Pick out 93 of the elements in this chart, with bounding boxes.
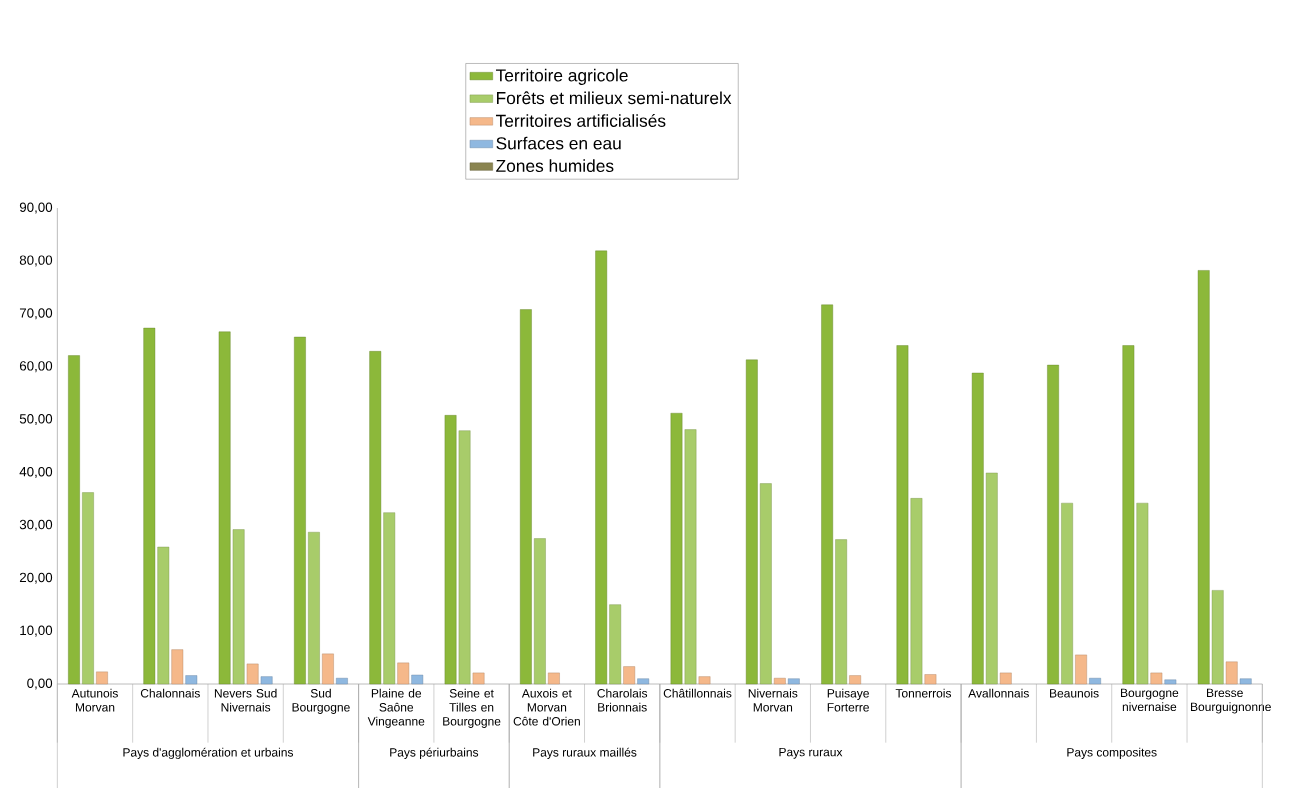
legend-label: Forêts et milieux semi-naturelx [497,91,732,105]
legend-label: Zones humides [496,159,614,173]
x-tick-label: Avallonnais [968,688,1029,698]
y-tick-label: 40,00 [19,466,53,478]
x-tick-label: Tonnerrois [895,688,952,698]
bar [595,250,608,685]
bar [143,327,156,685]
bar [369,351,382,685]
y-tick-label: 10,00 [20,625,53,637]
text: Pays ruraux maillés [533,747,637,759]
bar [218,331,231,685]
bar [534,538,546,685]
bar [1239,678,1252,685]
bar [821,304,833,685]
bar [1047,364,1059,685]
bar [397,662,410,685]
bar [637,678,650,685]
bar [336,677,348,685]
bar [910,498,923,685]
x-tick-label: Charolais Brionnais [597,688,648,712]
bar [294,336,306,685]
x-tick-label: Bresse Bourguignonne [1191,688,1271,714]
bar [1164,679,1177,685]
bar [308,532,320,685]
legend-label: Territoire agricole [495,68,628,85]
bar [246,663,259,685]
bar [232,529,245,685]
bar [322,653,334,685]
bar [383,512,396,685]
bar [1150,672,1163,685]
bar [773,677,786,685]
x-tick-label: Plaine de Saône Vingeanne [367,688,425,728]
bar [1211,590,1224,685]
bar [1136,502,1149,685]
bar [1225,661,1238,685]
bar [68,355,80,685]
bar [787,678,800,685]
y-tick-label: 20,00 [19,572,53,584]
x-tick-label: Autunois Morvan [71,688,118,712]
x-tick-label: Nevers Sud Nivernais [214,688,277,712]
text: Pays composites [1067,747,1157,759]
y-tick-label: 50,00 [19,414,53,426]
bar [185,675,198,685]
y-tick-label: 0,00 [27,678,53,690]
bar [520,309,532,685]
x-tick-label: Seine et Tilles en Bourgogne [443,688,501,728]
x-tick-label: Châtillonnais [663,688,732,698]
bar [1061,502,1073,685]
bar [1089,677,1101,685]
bar [896,345,909,685]
bar [1075,654,1087,685]
bar [835,539,847,685]
x-tick-label: Puisaye Forterre [827,688,869,712]
text: Pays périurbains [390,747,479,759]
bar [444,415,457,685]
bar [411,674,424,685]
bar [985,472,998,685]
legend-label: Surfaces en eau [496,136,621,150]
bar [759,483,772,685]
x-tick-label: Beaunois [1050,688,1099,698]
bar [548,672,560,685]
bar [670,413,683,685]
bar [1122,345,1135,685]
x-tick-label: Chalonnais [140,688,200,698]
bar [82,492,94,685]
bar [609,604,622,685]
bar [623,666,636,685]
y-tick-label: 70,00 [19,308,53,320]
bar [698,676,711,685]
x-tick-label: Nivernais Morvan [748,688,798,712]
bar [1197,270,1210,685]
bar [745,359,758,685]
text: Pays d'agglomération et urbains [123,747,294,759]
y-tick-label: 90,00 [19,202,53,214]
bar [924,674,937,685]
y-tick-label: 80,00 [19,255,53,267]
bar [458,430,471,685]
bar [96,671,108,685]
y-tick-label: 60,00 [19,361,53,373]
bar [684,429,697,685]
bar [849,675,861,685]
legend-label: Territoires artificialisés [495,114,666,127]
x-tick-label: Bourgogne nivernaise [1121,688,1179,712]
bar [171,649,184,685]
bar [157,546,170,685]
y-tick-label: 30,00 [19,519,53,531]
text: Pays ruraux [779,747,843,759]
x-tick-label: Auxois et Morvan Côte d'Orien [513,688,580,726]
bar [260,676,273,685]
bar [472,672,485,685]
bar [999,672,1012,685]
bar [971,372,984,685]
x-tick-label: Sud Bourgogne [292,688,350,714]
